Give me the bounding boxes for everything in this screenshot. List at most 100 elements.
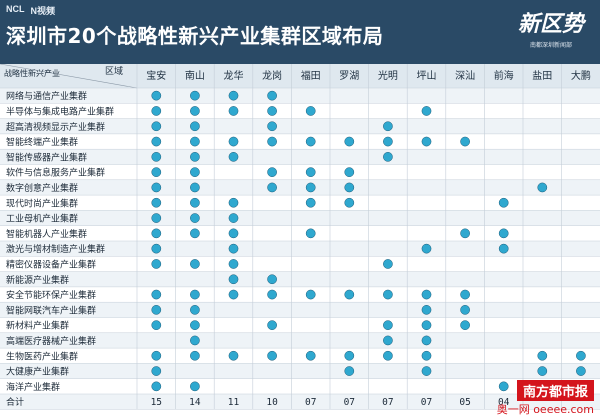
row-band xyxy=(0,179,600,196)
row-band xyxy=(0,256,600,272)
presence-dot xyxy=(267,320,277,330)
presence-dot xyxy=(267,90,277,101)
presence-dot xyxy=(421,243,432,254)
presence-dot xyxy=(305,167,316,178)
row-label: 网络与通信产业集群 xyxy=(6,90,87,102)
column-label: 前海 xyxy=(494,69,514,82)
presence-dot xyxy=(267,106,277,116)
total-value: 07 xyxy=(382,397,393,408)
row-band xyxy=(0,225,600,241)
row-label: 激光与增材制造产业集群 xyxy=(6,243,105,255)
presence-dot xyxy=(228,274,239,285)
presence-dot xyxy=(344,350,355,361)
row-band xyxy=(0,378,600,394)
presence-dot xyxy=(190,213,200,223)
row-band xyxy=(0,103,600,119)
presence-dot xyxy=(305,182,316,193)
presence-dot xyxy=(190,197,200,208)
row-label: 超高清视频显示产业集群 xyxy=(6,121,105,133)
presence-dot xyxy=(190,381,200,392)
total-value: 11 xyxy=(228,397,240,408)
presence-dot xyxy=(190,335,200,346)
newspaper-url: 奥一网 oeeee.com xyxy=(496,403,594,416)
total-label: 合计 xyxy=(6,396,24,408)
total-value: 15 xyxy=(151,397,162,408)
row-band xyxy=(0,195,600,211)
presence-dot xyxy=(344,182,355,193)
presence-dot xyxy=(383,152,393,162)
presence-dot xyxy=(383,289,393,300)
row-band xyxy=(0,286,600,303)
presence-dot xyxy=(151,136,162,147)
row-band xyxy=(0,118,600,134)
row-label: 工业母机产业集群 xyxy=(6,213,78,225)
brand-title: 新区势 xyxy=(517,11,584,37)
presence-dot xyxy=(460,136,470,147)
column-label: 龙岗 xyxy=(262,69,282,82)
total-value: 07 xyxy=(421,397,432,408)
presence-dot xyxy=(190,136,200,147)
presence-dot xyxy=(421,335,432,346)
column-label: 大鹏 xyxy=(571,69,591,82)
row-band xyxy=(0,164,600,180)
presence-dot xyxy=(305,136,316,147)
corner-label-region: 区域 xyxy=(105,65,123,77)
presence-dot xyxy=(267,274,277,285)
presence-dot xyxy=(383,350,393,361)
column-label: 深汕 xyxy=(455,70,475,82)
presence-dot xyxy=(267,136,277,147)
row-band xyxy=(0,241,600,257)
presence-dot xyxy=(537,366,548,376)
presence-dot xyxy=(190,167,200,178)
presence-dot xyxy=(190,121,200,132)
column-label: 罗湖 xyxy=(339,70,359,82)
row-band xyxy=(0,348,600,364)
presence-dot xyxy=(190,305,200,315)
presence-dot xyxy=(190,152,200,162)
presence-dot xyxy=(421,366,432,376)
presence-dot xyxy=(498,197,509,208)
row-label: 半导体与集成电路产业集群 xyxy=(6,105,114,117)
newspaper-badge: 南方都市报 xyxy=(516,380,594,401)
row-label: 精密仪器设备产业集群 xyxy=(6,258,96,270)
row-band xyxy=(0,88,600,104)
corner-label-industry: 战略性新兴产业 xyxy=(4,68,60,78)
presence-dot xyxy=(151,305,162,315)
presence-dot xyxy=(190,182,200,193)
presence-dot xyxy=(190,90,200,101)
page-title: 深圳市20个战略性新兴产业集群区域布局 xyxy=(6,24,384,48)
row-label: 智能机器人产业集群 xyxy=(6,228,87,240)
presence-dot xyxy=(421,320,432,330)
presence-dot xyxy=(151,320,162,330)
presence-dot xyxy=(267,182,277,193)
ncl-logo: NCL xyxy=(6,4,25,14)
total-value: 04 xyxy=(498,397,510,408)
presence-dot xyxy=(305,197,316,208)
presence-dot xyxy=(383,335,393,346)
row-band xyxy=(0,332,600,349)
total-value: 05 xyxy=(459,397,470,408)
nvideo-logo: N视频 xyxy=(30,6,56,16)
row-label: 海洋产业集群 xyxy=(6,381,60,393)
row-label: 现代时尚产业集群 xyxy=(6,197,78,209)
brand-mark: 新区势 南都深圳新闻部 xyxy=(518,6,584,49)
row-band xyxy=(0,317,600,333)
presence-dot xyxy=(383,320,393,330)
presence-dot xyxy=(228,197,239,208)
total-value: 10 xyxy=(266,397,278,408)
row-label: 智能网联汽车产业集群 xyxy=(6,304,96,316)
presence-dot xyxy=(151,152,162,162)
presence-dot xyxy=(460,289,470,300)
total-value: 07 xyxy=(344,397,355,408)
row-label: 新材料产业集群 xyxy=(6,320,69,332)
presence-dot xyxy=(151,228,162,239)
presence-dot xyxy=(151,350,162,361)
presence-dot xyxy=(151,366,162,376)
row-label: 数字创意产业集群 xyxy=(6,182,78,194)
presence-dot xyxy=(305,289,316,300)
presence-dot xyxy=(498,228,509,239)
row-band xyxy=(0,302,600,318)
presence-dot xyxy=(460,320,470,330)
column-label: 坪山 xyxy=(417,69,437,82)
presence-dot xyxy=(151,213,162,223)
